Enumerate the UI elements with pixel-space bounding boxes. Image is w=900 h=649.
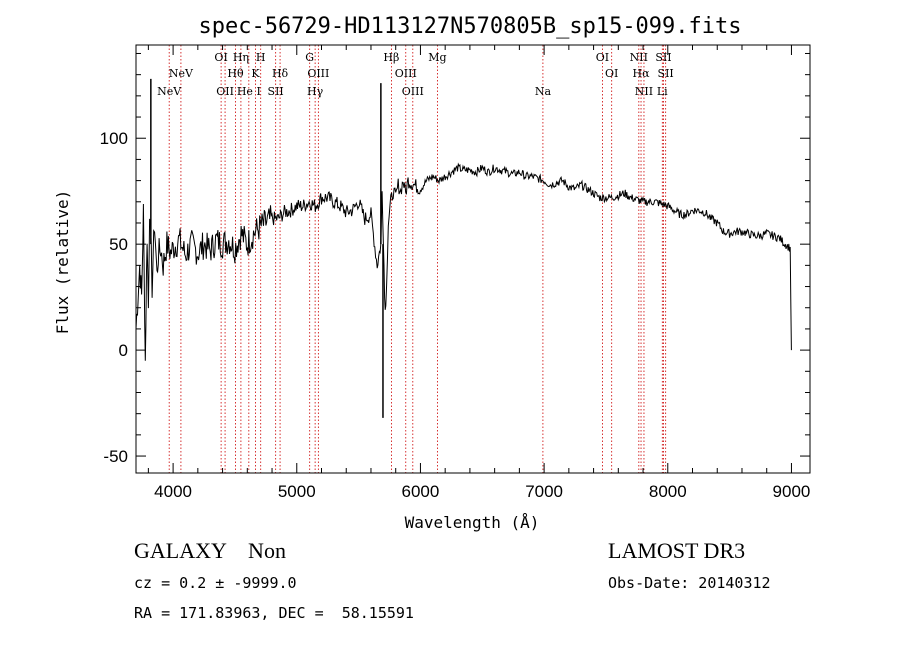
emission-line-label: K <box>251 67 260 80</box>
emission-line-label: G <box>305 51 314 64</box>
x-tick-label: 4000 <box>154 482 192 501</box>
emission-line-label: NII <box>635 85 653 98</box>
emission-line-label: SII <box>655 51 671 64</box>
emission-line-label: OIII <box>402 85 424 98</box>
emission-line-label: H <box>256 51 266 64</box>
emission-line-label: OIII <box>307 67 329 80</box>
emission-line-label: OI <box>214 51 227 64</box>
emission-line-label: NeV <box>169 67 194 80</box>
spectrum-spikes <box>150 78 384 418</box>
emission-line-label: Hγ <box>307 85 324 98</box>
spectrum-line <box>135 162 792 361</box>
emission-line-label: SII <box>658 67 674 80</box>
emission-line-label: NeV <box>157 85 182 98</box>
emission-line-label: Hθ <box>227 67 244 80</box>
y-tick-label: 100 <box>100 129 128 148</box>
emission-line-label: Na <box>535 85 552 98</box>
emission-line-label: Li <box>657 85 668 98</box>
emission-line-label: Hδ <box>272 67 289 80</box>
y-tick-label: 0 <box>119 341 128 360</box>
obs-date: Obs-Date: 20140312 <box>608 574 771 592</box>
emission-line-label: Hη <box>233 51 249 64</box>
x-tick-label: 9000 <box>773 482 811 501</box>
axis-ticks: 4000 5000 6000 7000 8000 9000 -50 0 50 100 <box>100 45 811 501</box>
emission-line-label: Mg <box>428 51 446 64</box>
x-tick-label: 5000 <box>278 482 316 501</box>
plot-frame <box>135 44 811 474</box>
emission-line-label: Hβ <box>383 51 399 64</box>
emission-line-label: OIII <box>395 67 417 80</box>
y-tick-label: -50 <box>103 447 128 466</box>
x-tick-label: 8000 <box>649 482 687 501</box>
emission-line-labels: NeV NeV OII Hη Hθ HK He I OI Hδ SII G OIII Hγ Hβ OIII O… <box>157 51 674 98</box>
emission-line-label: Hα <box>633 67 651 80</box>
y-axis-label: Flux (relative) <box>53 190 72 335</box>
emission-line-label: NII <box>630 51 648 64</box>
emission-line-label: OI <box>596 51 609 64</box>
ra-dec: RA = 171.83963, DEC = 58.15591 <box>134 604 414 622</box>
emission-line-label: SII <box>268 85 284 98</box>
x-tick-label: 7000 <box>525 482 563 501</box>
y-tick-label: 50 <box>109 235 128 254</box>
emission-line-markers <box>168 45 667 473</box>
emission-line-label: OI <box>605 67 618 80</box>
chart-title: spec-56729-HD113127N570805B_sp15-099.fit… <box>198 14 741 39</box>
redshift-cz: cz = 0.2 ± -9999.0 <box>134 574 297 592</box>
emission-line-label: He I <box>237 85 261 98</box>
object-class: GALAXY Non <box>134 538 286 563</box>
survey-name: LAMOST DR3 <box>608 538 746 563</box>
x-axis-label: Wavelength (Å) <box>405 513 540 532</box>
x-tick-label: 6000 <box>402 482 440 501</box>
emission-line-label: OII <box>216 85 234 98</box>
